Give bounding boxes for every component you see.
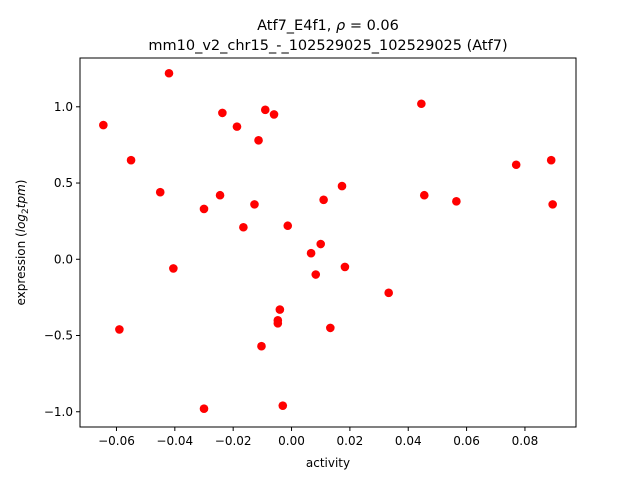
data-point-14 (257, 341, 266, 351)
x-tick-label-3: 0.00 (278, 434, 305, 448)
data-points (99, 68, 557, 414)
y-axis: −1.0 −0.5 0.0 0.5 1.0 (44, 100, 80, 419)
data-point-28 (340, 262, 350, 272)
data-point-18 (273, 319, 283, 328)
y-tick-label-4: 1.0 (54, 100, 73, 114)
data-point-2 (126, 155, 136, 165)
data-point-3 (155, 187, 165, 197)
y-axis-label-prefix: expression ( (14, 232, 28, 305)
data-point-25 (319, 195, 328, 205)
x-tick-label-7: 0.08 (512, 434, 539, 448)
data-point-1 (115, 325, 124, 334)
plot-frame (79, 57, 577, 428)
data-point-13 (254, 136, 263, 145)
chart-title-rho-value: = 0.06 (345, 18, 399, 34)
x-tick-label-4: 0.02 (337, 434, 364, 448)
data-point-35 (548, 200, 557, 209)
plot-area (79, 57, 577, 428)
x-tick-label-1: −0.04 (156, 434, 193, 448)
x-axis-label: activity (306, 456, 350, 470)
data-point-29 (384, 288, 393, 298)
y-axis-label-suffix: ) (14, 180, 28, 185)
y-axis-label-log: log (14, 214, 28, 233)
y-tick-label-0: −1.0 (44, 405, 73, 419)
data-point-19 (275, 305, 285, 314)
chart-title-prefix: Atf7_E4f1, (257, 18, 336, 34)
y-axis-label-subscript: 2 (21, 208, 31, 214)
data-point-21 (283, 221, 293, 231)
chart-subtitle: mm10_v2_chr15_-_102529025_102529025 (Atf… (148, 38, 507, 54)
y-axis-label: expression (log2tpm) (14, 180, 31, 306)
y-axis-label-tpm: tpm (14, 184, 28, 208)
data-point-16 (269, 110, 279, 119)
data-point-20 (278, 401, 288, 410)
chart-title: Atf7_E4f1, ρ = 0.06 (257, 18, 399, 34)
data-point-24 (316, 239, 326, 249)
data-point-26 (326, 323, 335, 333)
data-point-11 (239, 222, 248, 232)
data-point-30 (417, 99, 426, 109)
data-point-6 (199, 204, 209, 214)
data-point-10 (232, 122, 242, 131)
x-axis: −0.06 −0.04 −0.02 0.00 0.02 0.04 0.06 0.08 (98, 427, 538, 448)
x-tick-label-5: 0.04 (395, 434, 422, 448)
data-point-0 (99, 120, 108, 130)
data-point-32 (452, 197, 461, 206)
data-point-23 (311, 270, 321, 279)
data-point-5 (169, 264, 178, 273)
x-tick-label-6: 0.06 (453, 434, 480, 448)
y-tick-label-1: −0.5 (44, 329, 73, 343)
data-point-7 (199, 404, 209, 414)
data-point-15 (260, 105, 270, 115)
data-point-4 (164, 68, 174, 78)
data-point-22 (306, 248, 316, 258)
data-point-27 (337, 181, 347, 191)
y-tick-label-2: 0.0 (54, 252, 73, 266)
data-point-12 (250, 200, 259, 209)
x-tick-label-0: −0.06 (98, 434, 135, 448)
y-tick-label-3: 0.5 (54, 176, 73, 190)
data-point-34 (546, 155, 556, 165)
data-point-33 (511, 160, 521, 170)
chart-title-rho-symbol: ρ (336, 18, 346, 34)
x-tick-label-2: −0.02 (215, 434, 252, 448)
data-point-31 (419, 190, 429, 200)
data-point-9 (218, 108, 227, 118)
data-point-8 (215, 190, 225, 200)
